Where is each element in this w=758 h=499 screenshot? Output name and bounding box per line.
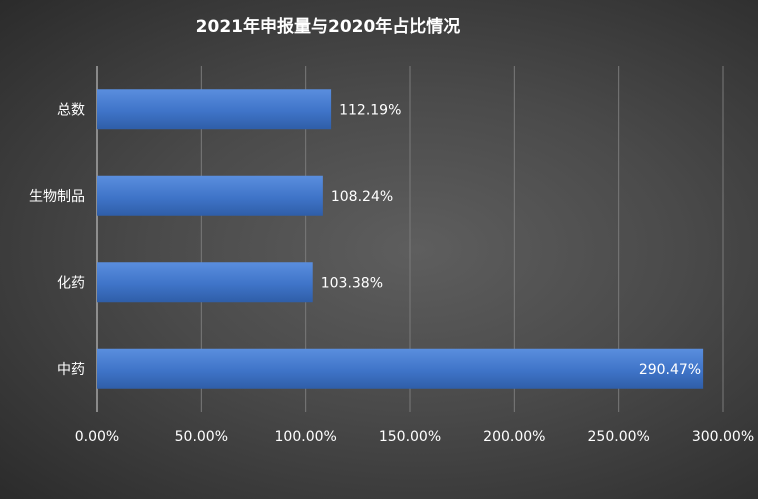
bar — [97, 262, 313, 303]
category-label: 生物制品 — [29, 189, 85, 205]
x-tick-label: 300.00% — [692, 429, 754, 445]
data-label: 112.19% — [339, 102, 401, 118]
chart-title: 2021年申报量与2020年占比情况 — [195, 17, 461, 37]
x-tick-label: 100.00% — [275, 429, 337, 445]
category-label: 中药 — [57, 362, 85, 378]
bar — [97, 89, 332, 130]
x-tick-label: 250.00% — [588, 429, 650, 445]
data-label: 108.24% — [331, 189, 393, 205]
category-label: 总数 — [57, 102, 85, 118]
x-tick-label: 0.00% — [75, 429, 119, 445]
data-label: 290.47% — [639, 362, 701, 378]
x-tick-label: 50.00% — [175, 429, 228, 445]
category-label: 化药 — [57, 275, 85, 291]
x-tick-label: 150.00% — [379, 429, 441, 445]
data-label: 103.38% — [321, 275, 383, 291]
x-tick-label: 200.00% — [483, 429, 545, 445]
bar — [97, 175, 323, 216]
bar — [97, 348, 704, 389]
